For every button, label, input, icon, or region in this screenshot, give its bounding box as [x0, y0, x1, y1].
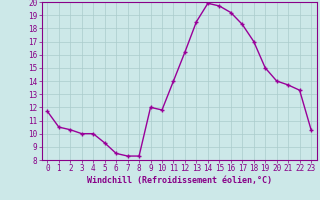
X-axis label: Windchill (Refroidissement éolien,°C): Windchill (Refroidissement éolien,°C) — [87, 176, 272, 185]
